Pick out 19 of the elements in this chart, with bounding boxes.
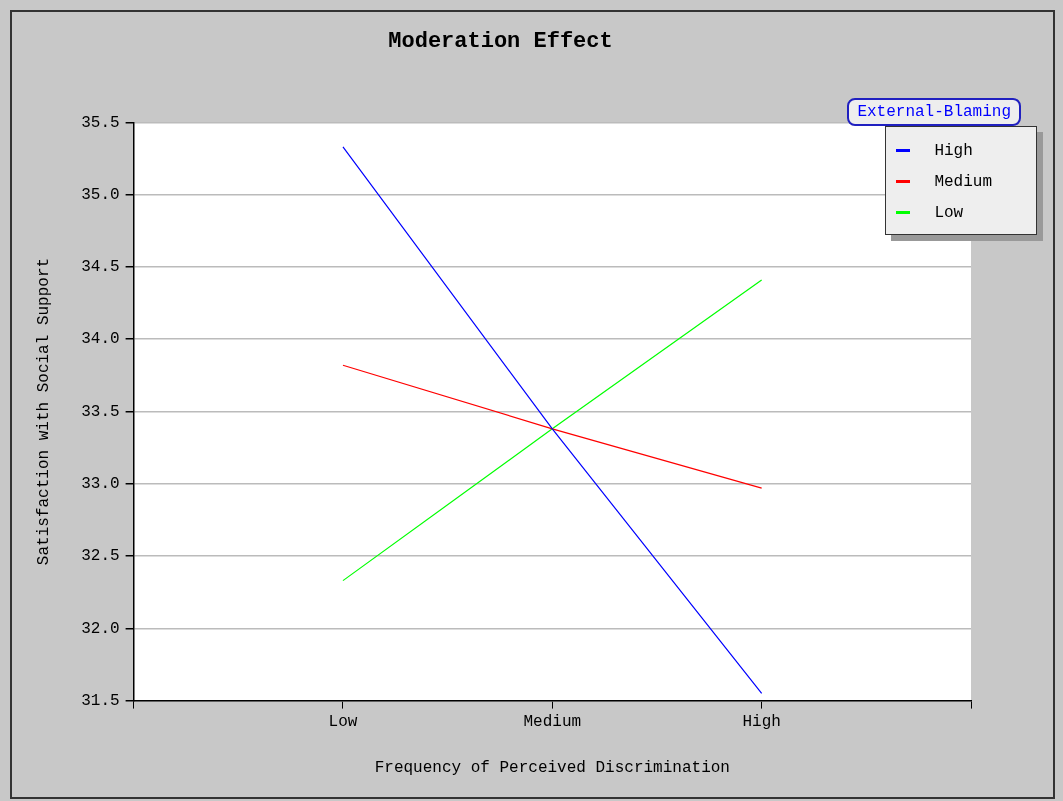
x-axis-title: Frequency of Perceived Discrimination [374,758,730,777]
y-tick-label: 35.5 [81,113,120,132]
y-tick-label: 32.0 [81,619,120,638]
y-tick-label: 34.5 [81,258,120,277]
chart-title: Moderation Effect [388,28,613,54]
x-tick-label: High [742,713,781,732]
legend-title: External-Blaming [847,98,1021,126]
y-tick-label: 32.5 [81,547,120,566]
x-tick-label: Medium [523,713,582,732]
legend-label: Medium [934,172,992,191]
y-axis-title: Satisfaction with Social Support [34,257,53,566]
x-tick-label: Low [328,713,358,732]
y-tick-label: 33.5 [81,402,120,421]
y-tick-label: 31.5 [81,691,120,710]
legend-label: Low [934,203,964,222]
y-tick-label: 34.0 [81,330,120,349]
y-tick-label: 35.0 [81,185,120,204]
y-tick-label: 33.0 [81,475,120,494]
legend-label: High [934,141,973,160]
